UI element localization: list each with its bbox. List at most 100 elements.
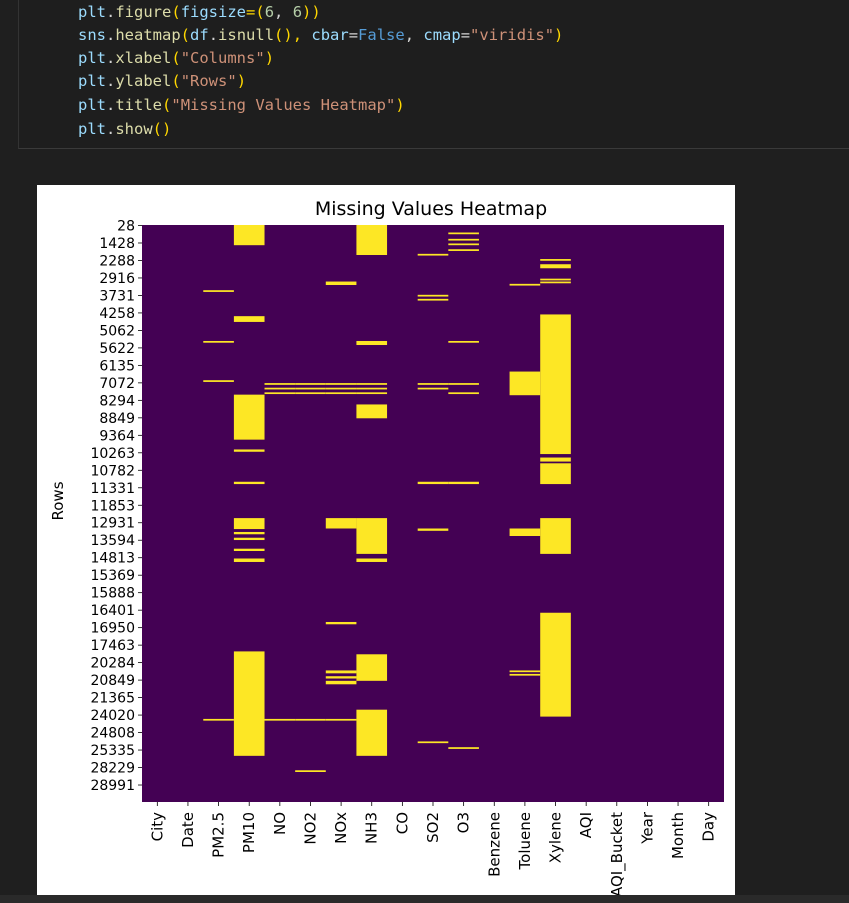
missing-span-no2-1 xyxy=(295,387,326,390)
code-line-2[interactable]: sns.heatmap(df.isnull(), cbar=False, cma… xyxy=(78,26,564,44)
missing-span-toluene-0 xyxy=(509,283,541,286)
missing-span-pm10-8 xyxy=(233,548,265,552)
y-tick-label: 7072 xyxy=(99,376,135,392)
y-tick-label: 24020 xyxy=(90,708,135,724)
missing-span-so2-2 xyxy=(417,298,449,301)
missing-span-pm10-1 xyxy=(233,316,265,322)
code-line-3[interactable]: plt.xlabel("Columns") xyxy=(78,49,275,67)
missing-span-xylene-4 xyxy=(540,314,571,455)
missing-span-no-1 xyxy=(264,387,296,390)
missing-span-so2-0 xyxy=(417,253,449,256)
y-tick-label: 11331 xyxy=(90,481,135,497)
missing-span-so2-6 xyxy=(417,528,449,531)
missing-span-pm10-6 xyxy=(233,531,265,535)
missing-span-o3-1 xyxy=(448,238,479,241)
x-tick-label: Toluene xyxy=(516,812,534,870)
missing-span-o3-8 xyxy=(448,747,479,749)
missing-span-nox-6 xyxy=(325,670,357,674)
y-tick-label: 13594 xyxy=(90,533,135,549)
missing-span-xylene-1 xyxy=(540,264,571,269)
x-tick-label: AQI_Bucket xyxy=(608,812,627,895)
missing-span-pm10-10 xyxy=(233,651,265,756)
missing-span-toluene-1 xyxy=(509,371,541,396)
y-tick-label: 2916 xyxy=(99,271,135,287)
missing-span-nox-5 xyxy=(325,621,357,625)
y-tick-label: 28229 xyxy=(90,761,135,777)
y-tick-label: 28 xyxy=(117,219,135,235)
y-tick-label: 20849 xyxy=(90,673,135,689)
missing-span-nh3-7 xyxy=(356,558,388,562)
x-tick-label: CO xyxy=(393,812,411,834)
code-line-4[interactable]: plt.ylabel("Rows") xyxy=(78,72,247,90)
missing-span-nh3-9 xyxy=(356,709,388,756)
x-tick-label: PM2.5 xyxy=(210,812,228,858)
chart-title: Missing Values Heatmap xyxy=(315,198,547,220)
missing-span-so2-7 xyxy=(417,741,449,744)
missing-span-o3-3 xyxy=(448,249,479,251)
y-tick-label: 2288 xyxy=(99,253,135,269)
heatmap-figure: Missing Values Heatmap Rows 28 1428 2288 29… xyxy=(37,185,735,897)
y-tick-label: 1428 xyxy=(99,236,135,252)
x-tick-label: Xylene xyxy=(547,812,565,863)
missing-span-nh3-3 xyxy=(356,387,388,390)
x-tick-label: NO xyxy=(271,812,289,835)
y-tick-label: 12931 xyxy=(90,516,135,532)
y-tick-label: 10263 xyxy=(90,446,135,462)
x-tick-label: Benzene xyxy=(485,812,503,877)
x-tick-label: City xyxy=(148,812,166,842)
missing-span-no2-3 xyxy=(295,718,326,721)
missing-span-no2-0 xyxy=(295,383,326,385)
code-line-1[interactable]: plt.figure(figsize=(6, 6)) xyxy=(78,3,321,21)
y-tick-label: 4258 xyxy=(99,306,135,322)
y-tick-label: 21365 xyxy=(90,691,135,707)
y-tick-label: 8294 xyxy=(99,393,135,409)
missing-span-pm10-9 xyxy=(233,558,265,562)
y-tick-label: 11853 xyxy=(90,498,135,514)
missing-span-nh3-0 xyxy=(356,225,388,256)
y-tick-label: 14813 xyxy=(90,551,135,567)
missing-span-nh3-5 xyxy=(356,404,388,419)
missing-span-pm10-3 xyxy=(233,449,265,452)
code-cell[interactable]: plt.figure(figsize=(6, 6)) sns.heatmap(d… xyxy=(18,0,849,149)
missing-span-nox-2 xyxy=(325,387,357,390)
x-tick-label: NH3 xyxy=(363,812,381,844)
missing-span-so2-4 xyxy=(417,387,449,390)
missing-span-pm25-2 xyxy=(203,380,234,382)
y-tick-label: 8849 xyxy=(99,411,135,427)
code-line-6[interactable]: plt.show() xyxy=(78,120,172,138)
x-tick-label: PM10 xyxy=(240,812,258,853)
missing-span-nox-7 xyxy=(325,676,357,679)
missing-span-so2-5 xyxy=(417,481,449,485)
code-line-5[interactable]: plt.title("Missing Values Heatmap") xyxy=(78,96,405,114)
x-tick-label: Month xyxy=(669,812,687,859)
missing-span-no2-2 xyxy=(295,392,326,395)
x-tick-label: NO2 xyxy=(301,812,319,845)
missing-span-xylene-5 xyxy=(540,457,571,462)
missing-span-so2-1 xyxy=(417,294,449,297)
y-tick-label: 15888 xyxy=(90,586,135,602)
y-tick-label: 17463 xyxy=(90,638,135,654)
missing-span-nox-9 xyxy=(325,718,357,721)
missing-span-nox-4 xyxy=(325,518,357,529)
missing-span-pm25-1 xyxy=(203,340,234,343)
y-tick-label: 25335 xyxy=(90,743,135,759)
missing-span-xylene-6 xyxy=(540,463,571,485)
x-tick-label: O3 xyxy=(455,812,473,833)
x-tick-label: Date xyxy=(179,812,197,848)
x-tick-label: NOx xyxy=(332,812,350,844)
missing-span-nox-0 xyxy=(325,281,357,286)
missing-span-toluene-4 xyxy=(509,673,541,676)
y-tick-label: 10782 xyxy=(90,463,135,479)
y-tick-label: 16401 xyxy=(90,603,135,619)
missing-span-no-2 xyxy=(264,392,296,395)
missing-span-xylene-0 xyxy=(540,259,571,261)
missing-span-nox-3 xyxy=(325,392,357,395)
missing-span-pm10-0 xyxy=(233,225,265,246)
x-tick-label: Year xyxy=(638,811,656,845)
missing-span-nh3-4 xyxy=(356,392,388,395)
x-tick-label: Day xyxy=(700,812,718,842)
missing-span-nh3-8 xyxy=(356,654,388,681)
y-tick-label: 6135 xyxy=(99,358,135,374)
missing-span-no2-4 xyxy=(295,770,326,772)
